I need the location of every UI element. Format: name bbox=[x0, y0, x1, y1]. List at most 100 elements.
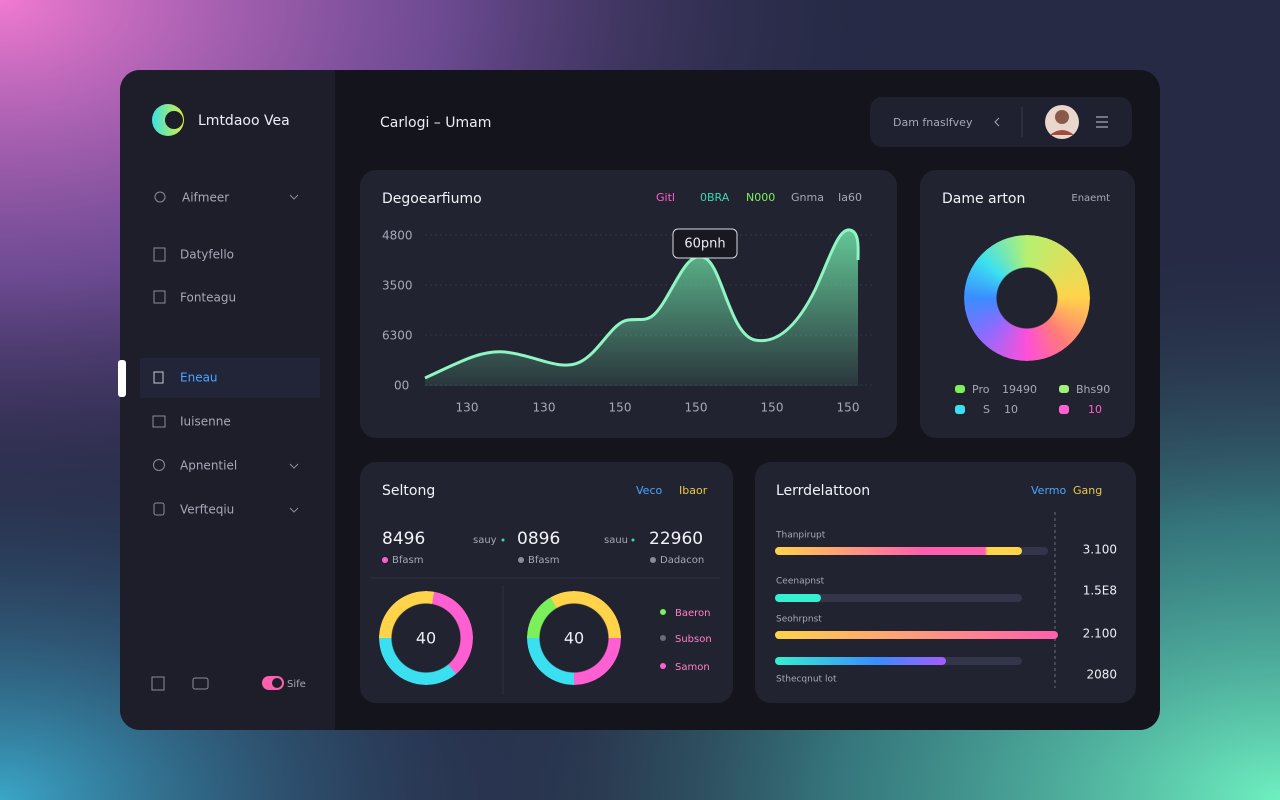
stat-label: Dadacon bbox=[660, 555, 704, 566]
legend-item[interactable]: Gitl bbox=[656, 191, 675, 204]
card bbox=[755, 462, 1136, 703]
toggle-knob bbox=[272, 678, 282, 688]
stat-label: Bfasm bbox=[392, 555, 423, 566]
stat-dot bbox=[518, 557, 524, 563]
active-highlight bbox=[140, 358, 320, 398]
stat-dot bbox=[382, 557, 388, 563]
menu-icon bbox=[153, 247, 166, 262]
menu-icon bbox=[153, 371, 164, 384]
x-label: 150 bbox=[837, 401, 860, 415]
brand: Lmtdaoo Vea bbox=[198, 113, 290, 129]
legend-dot bbox=[660, 609, 666, 615]
stat-value: 0896 bbox=[517, 529, 560, 549]
menu-item[interactable]: Verfteqiu bbox=[180, 503, 234, 517]
menu-item[interactable]: Iuisenne bbox=[180, 415, 231, 429]
menu-icon[interactable] bbox=[1096, 116, 1108, 128]
legend-swatch bbox=[1059, 385, 1069, 393]
legend-label: 19490 bbox=[1002, 383, 1037, 396]
avatar-body bbox=[1050, 130, 1074, 135]
legend-dot bbox=[660, 635, 666, 641]
y-label: 00 bbox=[394, 379, 409, 393]
y-label: 6300 bbox=[382, 329, 413, 343]
page-title: Carlogi – Umam bbox=[380, 115, 491, 131]
area-line bbox=[424, 228, 860, 380]
legend-item[interactable]: Ibaor bbox=[679, 484, 708, 497]
x-label: 150 bbox=[685, 401, 708, 415]
legend-label: Bhs90 bbox=[1076, 383, 1110, 396]
legend-label: 10 bbox=[1004, 403, 1018, 416]
bar bbox=[775, 594, 821, 602]
legend-swatch bbox=[955, 405, 965, 414]
chevron bbox=[289, 194, 299, 200]
x-label: 150 bbox=[609, 401, 632, 415]
menu-item[interactable]: Apnentiel bbox=[180, 459, 237, 473]
legend-label: S bbox=[983, 403, 990, 416]
legend-swatch bbox=[955, 385, 965, 393]
row-value: 2.100 bbox=[1083, 627, 1117, 641]
stat-prefix: sauu bbox=[604, 535, 628, 546]
sidebar bbox=[120, 70, 335, 730]
tooltip-text: 60pnh bbox=[684, 237, 725, 252]
card-title: Dame arton bbox=[942, 191, 1025, 207]
legend-item[interactable]: N000 bbox=[746, 191, 775, 204]
bar bbox=[775, 631, 1058, 639]
stat-value: 22960 bbox=[649, 529, 703, 549]
x-label: 130 bbox=[456, 401, 479, 415]
legend-item[interactable]: Gnma bbox=[791, 191, 824, 204]
menu-icon bbox=[153, 459, 165, 471]
footer-icon[interactable] bbox=[151, 676, 165, 691]
legend-item[interactable]: Vermo bbox=[1031, 484, 1066, 497]
x-label: 150 bbox=[761, 401, 784, 415]
logo bbox=[165, 111, 183, 129]
legend-item[interactable]: Ia60 bbox=[838, 191, 862, 204]
stat-dot bbox=[631, 538, 635, 542]
row-label: Sthecqnut lot bbox=[776, 675, 837, 685]
y-label: 4800 bbox=[382, 229, 413, 243]
chevron bbox=[289, 507, 299, 513]
donut bbox=[379, 591, 473, 685]
search-placeholder: Dam fnaslfvey bbox=[893, 116, 973, 129]
menu-item[interactable]: Fonteagu bbox=[180, 291, 236, 305]
menu-item[interactable]: Eneau bbox=[180, 371, 218, 385]
menu-item[interactable]: Datyfello bbox=[180, 248, 234, 262]
menu-icon bbox=[153, 290, 166, 304]
legend-label: Baeron bbox=[675, 608, 711, 619]
legend-item[interactable]: Veco bbox=[636, 484, 662, 497]
legend-label: Samon bbox=[675, 662, 710, 673]
legend-label: Pro bbox=[972, 383, 990, 396]
donut bbox=[964, 235, 1090, 361]
menu-icon bbox=[152, 415, 166, 428]
toggle-label: Sife bbox=[287, 679, 306, 690]
menu-item[interactable]: Aifmeer bbox=[182, 191, 229, 205]
row-value: 2080 bbox=[1086, 668, 1117, 682]
bar-track bbox=[775, 594, 1022, 602]
x-label: 130 bbox=[533, 401, 556, 415]
row-value: 3.100 bbox=[1083, 543, 1117, 557]
y-label: 3500 bbox=[382, 279, 413, 293]
card-title: Seltong bbox=[382, 483, 435, 499]
stat-dot bbox=[650, 557, 656, 563]
back-icon[interactable] bbox=[994, 117, 1000, 127]
row-label: Thanpirupt bbox=[775, 531, 826, 541]
stat-value: 8496 bbox=[382, 529, 425, 549]
footer-icon[interactable] bbox=[192, 677, 209, 690]
row-label: Seohrpnst bbox=[776, 615, 822, 625]
stat-label: Bfasm bbox=[528, 555, 559, 566]
menu-icon bbox=[154, 191, 166, 203]
active-indicator bbox=[118, 360, 126, 397]
legend-label: 10 bbox=[1088, 403, 1102, 416]
row-label: Ceenapnst bbox=[776, 577, 825, 587]
bar bbox=[775, 547, 1022, 555]
chevron bbox=[289, 463, 299, 469]
donut bbox=[527, 591, 621, 685]
legend-item[interactable]: Gang bbox=[1073, 484, 1102, 497]
avatar-face bbox=[1055, 110, 1069, 124]
legend-dot bbox=[660, 663, 666, 669]
card-action[interactable]: Enaemt bbox=[1071, 193, 1110, 204]
legend-item[interactable]: 0BRA bbox=[700, 191, 730, 204]
card-title: Lerrdelattoon bbox=[776, 483, 870, 499]
tooltip bbox=[672, 228, 738, 259]
card-title: Degoearfiumo bbox=[382, 191, 482, 207]
